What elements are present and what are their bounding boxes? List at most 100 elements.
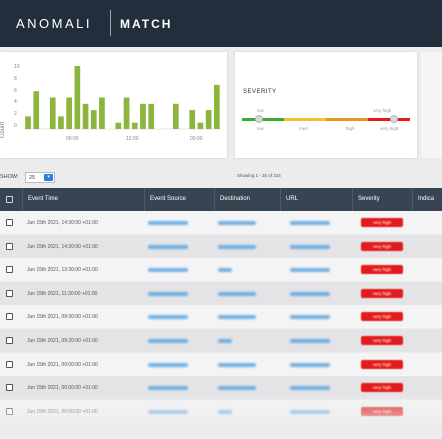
severity-top-label-low: low [257,108,264,113]
count-bar[interactable] [189,110,196,129]
count-bar[interactable] [33,91,40,129]
count-bar[interactable] [214,84,220,129]
event-time-cell: Jun 15th 2021, 14:20:00 +01:00 [27,243,98,250]
event-time-cell: Jun 15th 2021, 09:20:00 +01:00 [27,338,98,344]
url-cell [290,339,330,343]
url-cell [290,221,330,225]
event-source-cell [148,315,188,320]
page-size-select[interactable]: 25 ▾ [25,172,55,183]
column-header-indicator[interactable]: Indica [412,188,442,211]
y-tick-label: 10 [14,64,20,70]
severity-gauge [242,118,410,121]
table-row[interactable]: Jun 15th 2021, 14:20:00 +01:00 very high [0,234,442,258]
column-header-event-time[interactable]: Event Time [22,188,144,211]
severity-badge: very high [361,312,403,322]
row-checkbox[interactable] [6,337,13,344]
y-tick-label: 0 [14,123,17,129]
row-checkbox[interactable] [6,360,13,368]
count-bar[interactable] [205,110,212,129]
severity-title: SEVERITY [243,89,277,95]
brand-logo: ANOMALI [16,16,93,31]
severity-badge: very high [361,241,403,251]
brand-divider [110,10,111,36]
url-cell [290,386,330,391]
count-bar[interactable] [140,103,146,129]
event-time-cell: Jun 15th 2021, 09:30:00 +01:00 [27,314,98,321]
count-bar[interactable] [99,97,105,130]
row-checkbox[interactable] [6,313,13,321]
severity-bottom-label-low: low [257,126,264,131]
show-bar: SHOW: 25 ▾ Showing 1 - 25 of 224 [0,172,442,186]
count-bar[interactable] [123,97,130,130]
severity-badge: very high [361,218,403,227]
event-source-cell [148,268,188,273]
count-bar[interactable] [66,97,72,130]
row-checkbox[interactable] [6,289,13,297]
destination-cell [218,386,256,391]
event-source-cell [148,362,188,367]
event-source-cell [148,339,188,343]
destination-cell [218,291,256,296]
gauge-med-segment [284,118,326,121]
destination-cell [218,362,256,367]
count-bar[interactable] [90,110,97,129]
destination-cell [218,221,256,225]
table-header: Event Time Event Source Destination URL … [0,188,442,211]
url-cell [290,362,330,367]
event-time-cell: Jun 15th 2021, 00:00:00 +01:00 [27,385,98,392]
table-row[interactable]: Jun 15th 2021, 00:00:00 +01:00 very high [0,376,442,400]
severity-bottom-label-med: med [299,126,308,131]
y-tick-label: 8 [14,75,17,82]
gauge-high-segment [326,118,368,121]
column-header-url[interactable]: URL [280,188,352,211]
table-row[interactable]: Jun 15th 2021, 11:30:00 +01:00 very high [0,281,442,305]
severity-top-label-very-high: very high [373,108,392,113]
count-bar-chart [24,66,221,130]
column-header-destination[interactable]: Destination [214,188,280,211]
row-checkbox[interactable] [6,384,13,392]
show-label: SHOW: [0,174,19,180]
count-bar[interactable] [58,116,64,129]
product-name: MATCH [120,17,173,31]
gauge-very-high-segment [368,118,410,121]
event-time-cell: Jun 15th 2021, 09:00:00 +01:00 [27,361,98,368]
bottom-fade [0,396,442,439]
table-row[interactable]: Jun 15th 2021, 13:30:00 +01:00 very high [0,258,442,282]
severity-badge: very high [361,359,403,369]
url-cell [290,291,330,296]
row-checkbox[interactable] [6,266,13,274]
count-bar[interactable] [74,66,81,129]
severity-min-handle[interactable] [255,115,263,123]
count-bar[interactable] [82,103,89,129]
destination-cell [218,339,232,343]
count-bar[interactable] [148,103,155,129]
count-bar[interactable] [49,97,56,130]
table-row[interactable]: Jun 15th 2021, 09:20:00 +01:00 very high [0,329,442,352]
severity-bottom-label-very-high: very high [380,126,399,131]
count-bar[interactable] [197,122,204,129]
severity-badge: very high [361,265,403,275]
severity-max-handle[interactable] [390,115,398,123]
table-row[interactable]: Jun 15th 2021, 14:30:00 +01:00 very high [0,211,442,234]
results-summary: Showing 1 - 25 of 224 [237,173,281,178]
destination-cell [218,315,256,320]
y-tick-label: 2 [14,111,17,118]
count-bar[interactable] [25,116,31,129]
select-all-checkbox[interactable] [6,196,13,203]
count-bar[interactable] [115,122,122,129]
row-checkbox[interactable] [6,242,13,250]
table-row[interactable]: Jun 15th 2021, 09:30:00 +01:00 very high [0,305,442,329]
chevron-down-icon: ▾ [44,174,53,181]
row-checkbox[interactable] [6,219,13,226]
count-bar[interactable] [173,103,179,129]
count-bar[interactable] [131,122,138,129]
y-tick-label: 4 [14,99,17,106]
column-header-event-source[interactable]: Event Source [144,188,214,211]
severity-bottom-label-high: high [346,126,355,131]
table-row[interactable]: Jun 15th 2021, 09:00:00 +01:00 very high [0,352,442,376]
column-header-severity[interactable]: Severity [352,188,412,211]
url-cell [290,244,330,249]
severity-badge: very high [361,383,403,393]
severity-badge: very high [361,336,403,345]
x-tick-label: 00:00 [66,136,79,142]
